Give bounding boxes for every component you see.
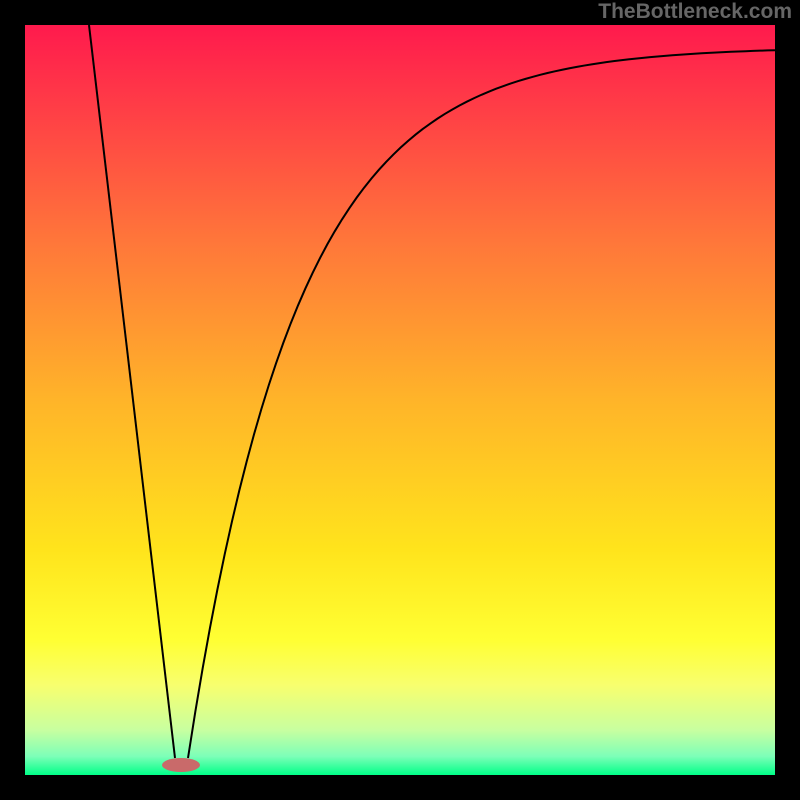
plot-area xyxy=(25,25,775,775)
plot-svg xyxy=(25,25,775,775)
curve-right-segment xyxy=(188,50,775,758)
optimum-marker xyxy=(162,758,200,772)
watermark-text: TheBottleneck.com xyxy=(598,0,792,24)
curve-left-segment xyxy=(89,25,175,758)
